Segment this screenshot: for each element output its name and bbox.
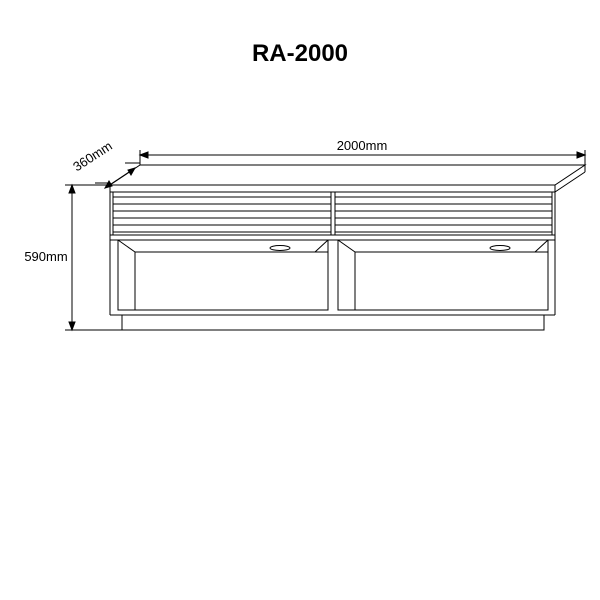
width-dimension-label: 2000mm: [337, 138, 388, 153]
depth-dimension-label: 360mm: [70, 138, 115, 174]
height-dimension-label: 590mm: [24, 249, 67, 264]
product-title: RA-2000: [0, 40, 600, 68]
dimension-drawing: 2000mm 360mm 590mm: [0, 0, 600, 600]
